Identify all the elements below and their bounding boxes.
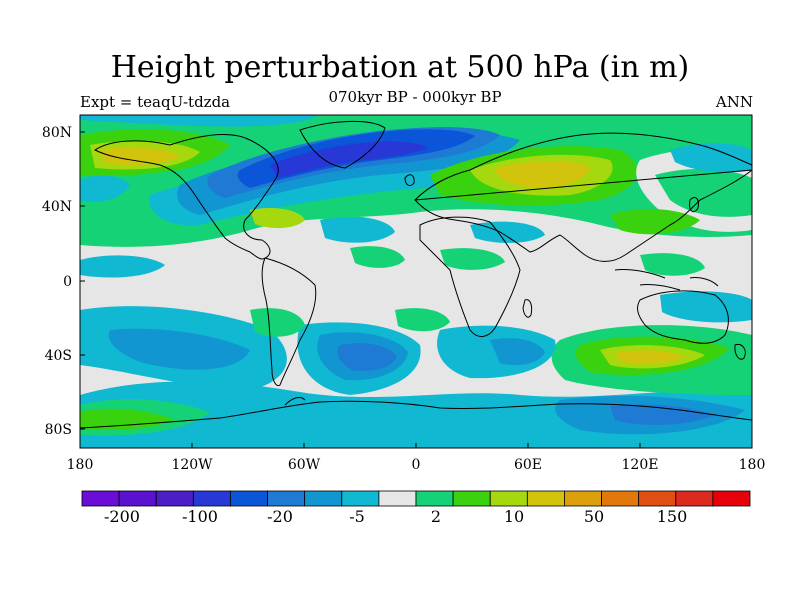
colorbar-label: 10 xyxy=(504,507,524,526)
colorbar xyxy=(81,490,751,507)
colorbar-swatch xyxy=(81,490,120,507)
colorbar-swatch xyxy=(712,490,751,507)
coastline-eurasia xyxy=(413,132,752,262)
coastline-uk xyxy=(404,174,415,186)
colorbar-swatch xyxy=(118,490,157,507)
lat-tick-label: 0 xyxy=(63,274,72,290)
coastline-new-zealand xyxy=(734,343,746,360)
colorbar-swatch xyxy=(564,490,602,507)
contour-fill-na-low-min xyxy=(270,141,428,178)
contour-fill-npac-blue xyxy=(670,143,752,173)
lon-tick-label: 60W xyxy=(288,457,321,473)
contour-fill-s-pacific-low-2 xyxy=(108,328,250,370)
colorbar-label: -200 xyxy=(104,507,140,526)
contour-fill-north-ochre xyxy=(100,147,180,165)
coastline-antarctic-peninsula xyxy=(284,397,306,406)
coastline-japan xyxy=(689,197,699,213)
contour-fill-s-atl-green xyxy=(250,308,305,337)
plot-title: Height perturbation at 500 hPa (in m) xyxy=(110,50,690,85)
experiment-label: Expt = teaqU-tdzda xyxy=(80,93,231,111)
contour-fill-tropic-blue-3 xyxy=(660,291,752,323)
coastline-greenland xyxy=(299,121,386,169)
coastline-south-america xyxy=(261,257,317,387)
colorbar-swatch xyxy=(192,490,231,507)
colorbar-swatch xyxy=(267,490,306,507)
coastlines xyxy=(80,121,752,429)
lon-tick-label: 120W xyxy=(171,457,213,473)
contour-fill-tropic-green-1 xyxy=(350,246,405,268)
lon-tick-label: 60E xyxy=(514,457,542,473)
coastline-antarctica xyxy=(80,400,752,429)
lat-tick-label: 40S xyxy=(45,348,72,364)
contour-fill-s-atl-green-2 xyxy=(395,308,450,332)
coastline-north-america xyxy=(94,134,279,260)
contour-fill-wpac-blue xyxy=(80,175,130,202)
colorbar-swatch xyxy=(341,490,380,507)
lon-tick-label: 180 xyxy=(739,457,766,473)
colorbar-label: 50 xyxy=(584,507,604,526)
lat-tick-label: 40N xyxy=(42,199,72,215)
lon-ticks xyxy=(79,443,753,448)
contour-field xyxy=(80,115,752,448)
contour-fill-npac-green xyxy=(655,168,752,217)
lon-tick-label: 180 xyxy=(67,457,94,473)
coastline-australia xyxy=(637,290,729,344)
contour-fill-asia-green xyxy=(610,208,700,235)
contour-fill-epac-blue xyxy=(80,255,165,278)
colorbar-swatch xyxy=(675,490,714,507)
coastline-madagascar xyxy=(522,299,533,318)
colorbar-swatch xyxy=(489,490,528,507)
colorbar-label: -100 xyxy=(182,507,218,526)
colorbar-swatch xyxy=(415,490,454,507)
lon-tick-label: 0 xyxy=(412,457,421,473)
colorbar-swatch xyxy=(378,490,417,507)
contour-fill-arctic-blue xyxy=(80,115,320,127)
contour-fill-s-indian-ochre xyxy=(615,350,685,364)
colorbar-swatch xyxy=(601,490,640,507)
contour-fill-eurasia-ochre xyxy=(495,161,590,188)
colorbar-label: 150 xyxy=(657,507,688,526)
colorbar-swatch xyxy=(526,490,565,507)
coastline-africa xyxy=(419,216,521,337)
season-label: ANN xyxy=(715,93,753,111)
contour-fill-namer-green xyxy=(250,208,305,229)
colorbar-swatch xyxy=(230,490,268,507)
lat-ticks xyxy=(80,131,85,430)
colorbar-label: 2 xyxy=(431,507,441,526)
contour-fill-s-africa-low-2 xyxy=(490,338,545,366)
colorbar-swatch xyxy=(155,490,194,507)
contour-fill-tropic-blue-1 xyxy=(320,216,395,243)
coastline-indonesia xyxy=(614,269,719,291)
contour-fill-tropic-green-2 xyxy=(440,248,505,270)
colorbar-swatch xyxy=(304,490,343,507)
contour-fill-tropic-green-3 xyxy=(640,253,705,276)
colorbar-label: -20 xyxy=(267,507,293,526)
contour-fill-south-green-2 xyxy=(80,408,175,430)
lat-tick-label: 80N xyxy=(42,125,72,141)
lon-tick-label: 120E xyxy=(622,457,659,473)
colorbar-swatch xyxy=(452,490,491,507)
contour-fill-tropic-blue-2 xyxy=(470,221,545,243)
contour-fill-arctic-lime xyxy=(540,116,752,143)
contour-fill-antarctic-deep xyxy=(610,404,715,425)
lat-tick-label: 80S xyxy=(45,422,72,438)
colorbar-swatch xyxy=(638,490,677,507)
plot-subtitle: 070kyr BP - 000kyr BP xyxy=(328,88,502,106)
contour-fill-s-atlantic-low-3 xyxy=(337,343,397,371)
colorbar-label: -5 xyxy=(349,507,365,526)
colorbar-labels: -200 -100 -20 -5 2 10 50 150 xyxy=(104,507,687,526)
